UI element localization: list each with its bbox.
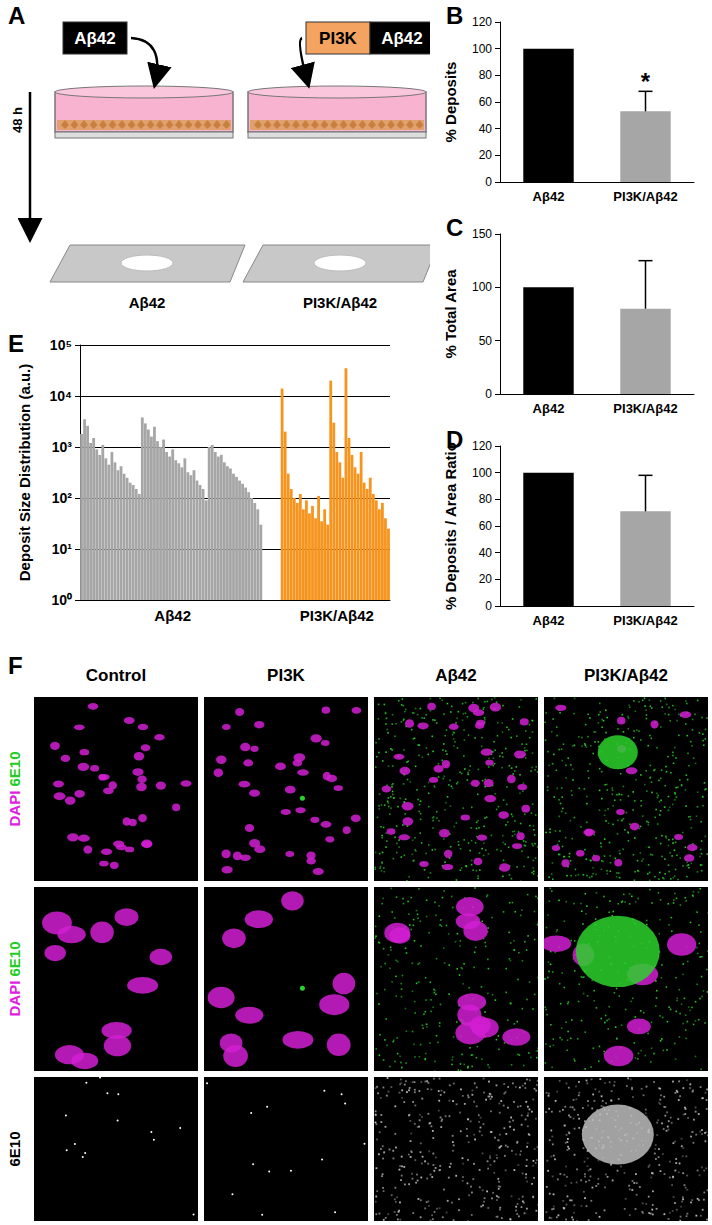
svg-text:6E10: 6E10 xyxy=(6,1131,23,1166)
svg-text:% Total Area: % Total Area xyxy=(442,269,459,359)
svg-text:PI3K: PI3K xyxy=(319,29,358,48)
svg-text:DAPI 6E10: DAPI 6E10 xyxy=(6,751,23,826)
svg-text:DAPI 6E10: DAPI 6E10 xyxy=(6,941,23,1016)
svg-text:10³: 10³ xyxy=(52,439,73,455)
svg-text:Aβ42: Aβ42 xyxy=(533,401,565,416)
svg-text:Aβ42: Aβ42 xyxy=(533,613,565,628)
svg-text:80: 80 xyxy=(479,68,493,82)
svg-text:50: 50 xyxy=(479,334,493,348)
html-text:A: A xyxy=(8,2,26,29)
svg-text:100: 100 xyxy=(472,280,492,294)
svg-text:PI3K/Aβ42: PI3K/Aβ42 xyxy=(613,189,677,204)
svg-text:60: 60 xyxy=(479,95,493,109)
svg-text:*: * xyxy=(641,68,651,95)
svg-text:100: 100 xyxy=(472,42,492,56)
svg-text:PI3K: PI3K xyxy=(267,666,306,685)
svg-text:PI3K/Aβ42: PI3K/Aβ42 xyxy=(303,294,377,311)
svg-text:Aβ42: Aβ42 xyxy=(154,607,191,624)
svg-text:40: 40 xyxy=(479,546,493,560)
html-text:B: B xyxy=(446,2,464,29)
svg-text:20: 20 xyxy=(479,148,493,162)
svg-text:10⁴: 10⁴ xyxy=(50,388,73,404)
svg-text:10¹: 10¹ xyxy=(52,541,73,557)
svg-text:60: 60 xyxy=(479,519,493,533)
html-text:C: C xyxy=(446,214,464,241)
svg-text:% Deposits / Area Ratio: % Deposits / Area Ratio xyxy=(442,442,459,610)
html-text:E: E xyxy=(8,330,24,357)
svg-text:Aβ42: Aβ42 xyxy=(435,666,477,685)
svg-text:80: 80 xyxy=(479,492,493,506)
svg-text:Aβ42: Aβ42 xyxy=(533,189,565,204)
svg-text:0: 0 xyxy=(485,387,492,401)
svg-text:40: 40 xyxy=(479,122,493,136)
svg-text:10²: 10² xyxy=(52,490,73,506)
svg-text:% Deposits: % Deposits xyxy=(442,62,459,143)
svg-text:100: 100 xyxy=(472,466,492,480)
html-text:D: D xyxy=(446,426,464,453)
svg-text:0: 0 xyxy=(485,175,492,189)
svg-text:Aβ42: Aβ42 xyxy=(381,29,423,48)
html-text:F: F xyxy=(8,652,23,679)
svg-text:10⁵: 10⁵ xyxy=(50,337,72,353)
svg-text:20: 20 xyxy=(479,572,493,586)
svg-text:PI3K/Aβ42: PI3K/Aβ42 xyxy=(613,613,677,628)
svg-text:Control: Control xyxy=(86,666,146,685)
svg-text:Aβ42: Aβ42 xyxy=(129,294,166,311)
svg-text:120: 120 xyxy=(472,439,492,453)
svg-text:48 h: 48 h xyxy=(10,107,25,133)
svg-text:Deposit Size Distribution (a.u: Deposit Size Distribution (a.u.) xyxy=(16,364,33,582)
svg-text:150: 150 xyxy=(472,227,492,241)
svg-text:Aβ42: Aβ42 xyxy=(74,29,116,48)
svg-text:120: 120 xyxy=(472,15,492,29)
svg-text:PI3K/Aβ42: PI3K/Aβ42 xyxy=(584,666,668,685)
svg-text:PI3K/Aβ42: PI3K/Aβ42 xyxy=(613,401,677,416)
svg-text:10⁰: 10⁰ xyxy=(51,592,72,608)
svg-text:PI3K/Aβ42: PI3K/Aβ42 xyxy=(300,607,374,624)
svg-text:0: 0 xyxy=(485,599,492,613)
